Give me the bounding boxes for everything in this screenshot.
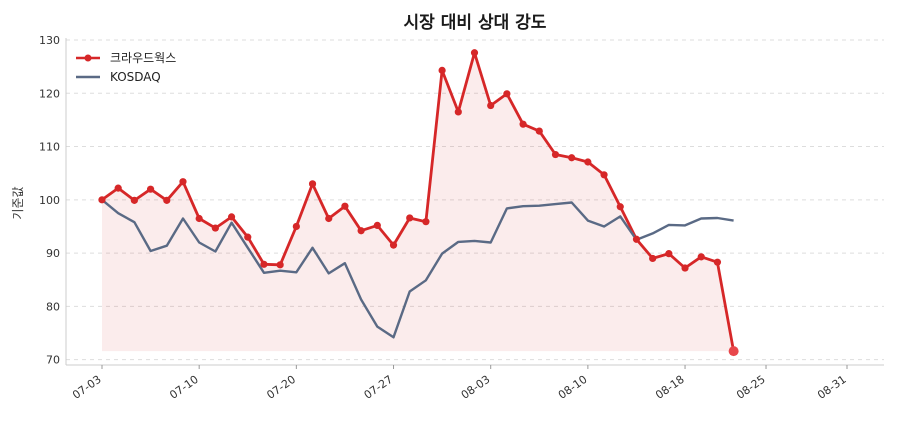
- series-1-point: [616, 203, 624, 211]
- series-1-point: [325, 214, 333, 223]
- series-1-point: [422, 218, 430, 226]
- area-layer: [102, 52, 734, 352]
- line-layer: [101, 51, 735, 352]
- series-1-point: [146, 185, 155, 193]
- series-1-point: [195, 214, 203, 223]
- series-1-point: [438, 66, 446, 74]
- series-1-point: [357, 227, 365, 235]
- series-1-point: [568, 154, 576, 162]
- series-1-point: [681, 264, 689, 272]
- series-1-area: [102, 52, 734, 352]
- series-1-point: [406, 214, 414, 222]
- series-1-point: [389, 241, 398, 249]
- series-1-point: [244, 233, 252, 241]
- x-tick-label: 08-25: [734, 373, 768, 402]
- x-tick-label: 08-10: [556, 373, 590, 402]
- series-1-point: [503, 90, 511, 98]
- series-1-point: [551, 150, 560, 159]
- series-1-point: [308, 180, 317, 188]
- series-1-point: [535, 127, 543, 135]
- x-tick-label: 07-27: [362, 373, 396, 402]
- legend-label-series-2: KOSDAQ: [110, 70, 161, 84]
- x-tick-label: 07-20: [264, 373, 298, 402]
- series-1-point: [454, 108, 462, 116]
- series-1-point: [130, 196, 138, 204]
- series-1-point: [487, 101, 495, 110]
- series-1-point: [260, 260, 268, 268]
- y-tick-label: 110: [39, 141, 60, 154]
- y-tick-label: 130: [39, 34, 60, 47]
- series-1-line: [101, 51, 735, 352]
- x-tick-label: 07-03: [70, 373, 104, 402]
- legend-label-series-1: 크라우드웍스: [110, 51, 176, 65]
- y-tick-label: 70: [46, 354, 60, 367]
- series-1-point: [276, 261, 284, 269]
- series-1-point: [179, 178, 187, 186]
- legend-marker-series-1: [84, 54, 92, 62]
- series-2-line: [101, 198, 734, 339]
- grid-layer: [66, 39, 884, 361]
- series-1-point: [697, 253, 705, 261]
- series-1-point: [341, 202, 349, 210]
- series-1-point: [227, 213, 236, 221]
- legend: 크라우드웍스 KOSDAQ: [76, 51, 176, 84]
- series-1-point: [665, 250, 673, 258]
- series-1-point: [728, 346, 739, 357]
- series-1-point: [114, 184, 122, 192]
- series-1-point: [632, 235, 641, 243]
- series-1-point: [292, 222, 300, 231]
- series-1-point: [470, 49, 479, 57]
- series-1-point: [163, 196, 171, 204]
- y-tick-label: 80: [46, 300, 60, 313]
- x-tick-label: 08-31: [815, 373, 849, 402]
- series-1-point: [600, 171, 608, 179]
- y-tick-label: 120: [39, 87, 60, 100]
- point-layer: [98, 49, 739, 357]
- y-tick-label: 100: [39, 194, 60, 207]
- series-1-point: [519, 120, 527, 128]
- x-tick-label: 07-10: [167, 373, 201, 402]
- series-1-point: [584, 158, 592, 166]
- chart-title: 시장 대비 상대 강도: [404, 13, 547, 33]
- series-1-point: [373, 221, 381, 230]
- x-tick-label: 08-18: [653, 373, 687, 402]
- series-1-point: [713, 258, 722, 266]
- y-axis-label: 기준값: [11, 186, 25, 219]
- series-1-point: [211, 224, 219, 232]
- series-1-point: [98, 196, 106, 204]
- y-tick-label: 90: [46, 247, 60, 260]
- series-1-point: [649, 254, 657, 263]
- x-tick-label: 08-03: [459, 373, 493, 402]
